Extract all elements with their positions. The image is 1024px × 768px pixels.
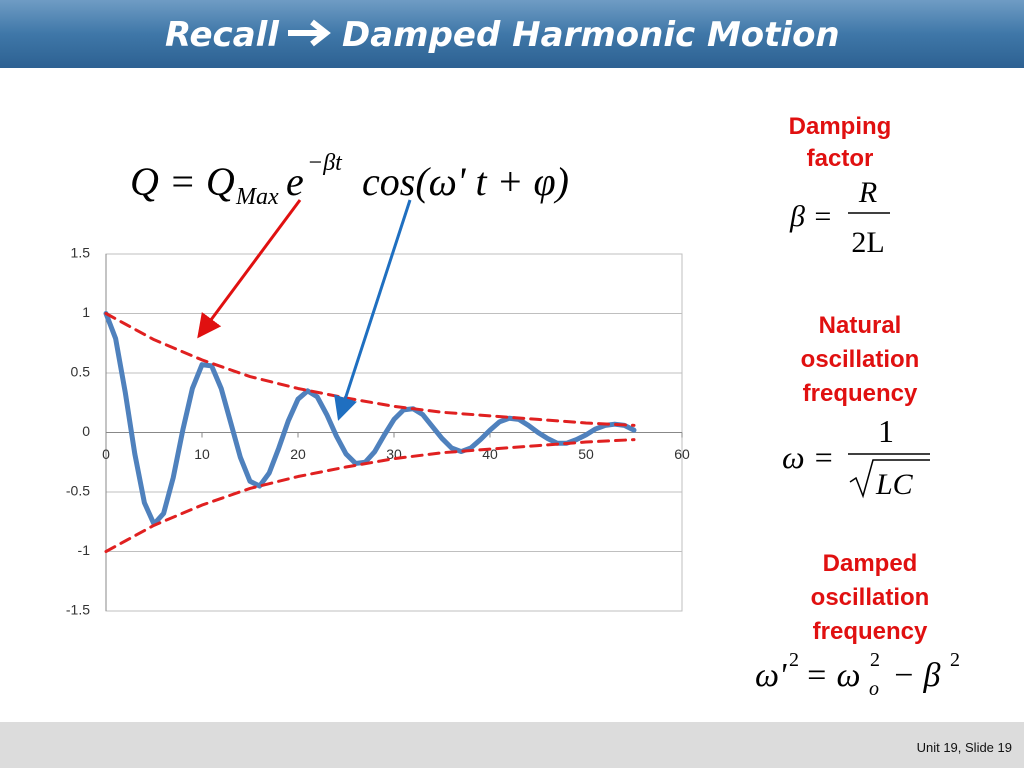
- label-line: frequency: [813, 618, 928, 645]
- footer-bar: [0, 722, 1024, 768]
- title-arrow: [288, 19, 331, 47]
- y-tick-label: -0.5: [66, 483, 90, 499]
- radical-sign: [849, 459, 930, 499]
- equation-part: cos(ω' t + φ): [362, 159, 569, 204]
- formula-part: ω =: [782, 439, 834, 475]
- formula-numerator: R: [858, 176, 877, 209]
- label-line: oscillation: [801, 346, 920, 373]
- equation-subscript: Max: [235, 184, 279, 210]
- formula-part: = ω: [805, 657, 860, 694]
- formula-exponent: 2: [789, 649, 799, 671]
- label-line: Natural: [819, 312, 902, 339]
- label-line: frequency: [803, 380, 918, 407]
- label-line: factor: [807, 145, 874, 172]
- x-tick-label: 10: [194, 446, 210, 462]
- y-tick-label: 1.5: [71, 245, 91, 261]
- equation-part: e: [286, 159, 304, 204]
- footer-text: Unit 19, Slide 19: [917, 740, 1012, 755]
- formula-part: ω': [755, 657, 787, 694]
- x-tick-label: 0: [102, 446, 110, 462]
- formula-part: β =: [789, 200, 833, 233]
- data-line: [103, 311, 637, 527]
- y-tick-label: 0: [82, 423, 90, 439]
- x-tick-label: 20: [290, 446, 306, 462]
- formula-denominator: 2L: [851, 226, 884, 259]
- label-line: Damped: [823, 550, 918, 577]
- label-line: oscillation: [811, 584, 930, 611]
- x-tick-label: 60: [674, 446, 690, 462]
- label-line: Damping: [789, 113, 892, 140]
- title-bar: [0, 0, 1024, 68]
- equation-part: Q = Q: [130, 159, 235, 204]
- envelope-line: [104, 312, 636, 427]
- formula-numerator: 1: [878, 413, 894, 449]
- formula-exponent: 2: [950, 649, 960, 671]
- formula-exponent: 2: [870, 649, 880, 671]
- x-tick-label: 50: [578, 446, 594, 462]
- formula-part: − β: [892, 657, 940, 694]
- y-tick-label: 1: [82, 304, 90, 320]
- y-tick-label: -1: [78, 542, 91, 558]
- slide-title: Damped Harmonic Motion: [342, 15, 840, 55]
- blue-arrow: [334, 199, 412, 421]
- equation-exponent: −βt: [307, 150, 343, 176]
- y-tick-label: 0.5: [71, 364, 91, 380]
- chart: -1.5-1-0.500.511.50 10 20 30 40 50 60: [66, 245, 690, 618]
- red-arrow: [197, 199, 302, 339]
- slide-title: Recall: [165, 15, 280, 55]
- formula-subscript: o: [869, 678, 879, 700]
- formula-radicand: LC: [875, 468, 914, 501]
- y-tick-label: -1.5: [66, 602, 90, 618]
- envelope-line: [104, 438, 636, 553]
